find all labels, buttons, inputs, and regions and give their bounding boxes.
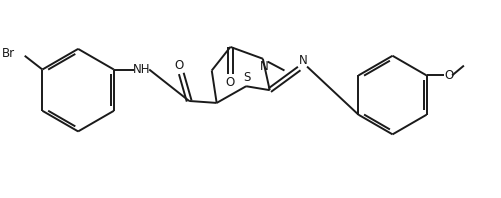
Text: N: N xyxy=(259,60,268,73)
Text: N: N xyxy=(298,54,307,67)
Text: Br: Br xyxy=(2,47,15,60)
Text: NH: NH xyxy=(132,63,150,76)
Text: O: O xyxy=(174,59,183,72)
Text: S: S xyxy=(243,71,250,84)
Text: O: O xyxy=(444,69,453,82)
Text: O: O xyxy=(225,76,234,89)
